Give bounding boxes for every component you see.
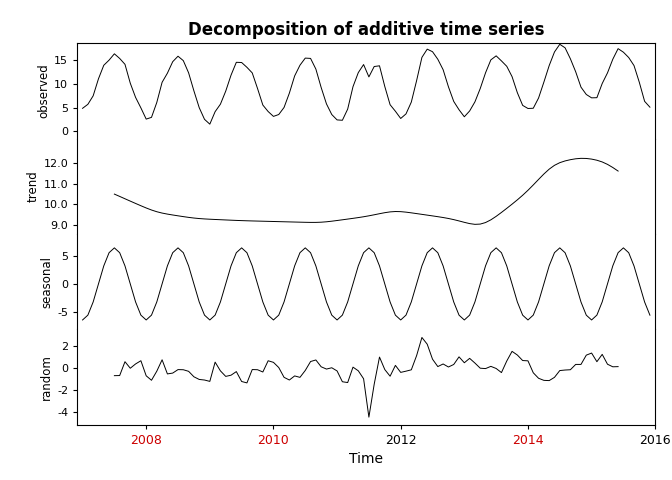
Y-axis label: trend: trend xyxy=(26,170,40,202)
Y-axis label: random: random xyxy=(40,354,53,400)
Title: Decomposition of additive time series: Decomposition of additive time series xyxy=(188,21,544,39)
Y-axis label: observed: observed xyxy=(37,63,50,118)
X-axis label: Time: Time xyxy=(349,452,383,467)
Y-axis label: seasonal: seasonal xyxy=(40,256,53,308)
